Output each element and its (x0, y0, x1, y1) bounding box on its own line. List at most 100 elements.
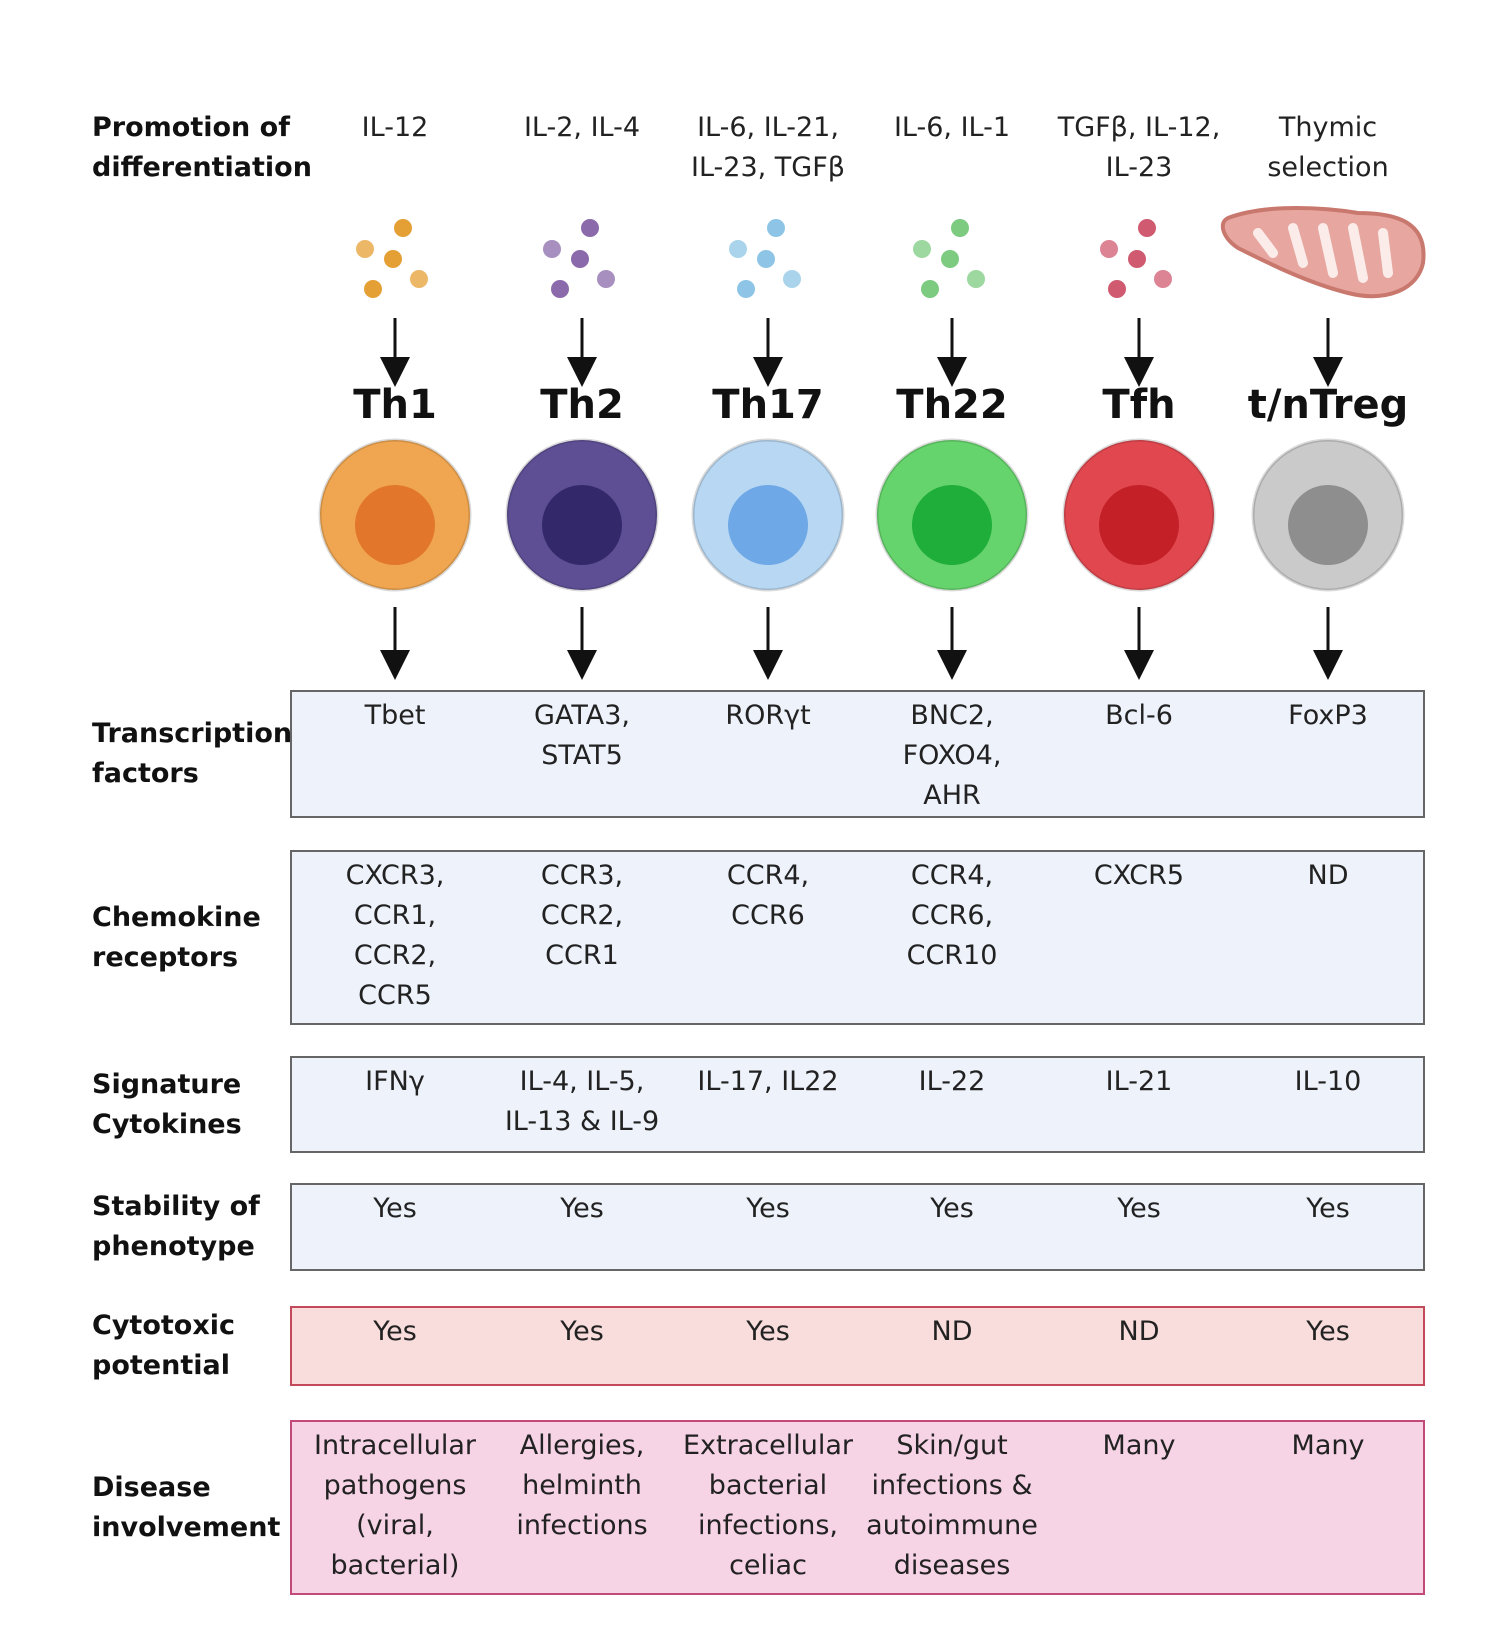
cell-text: Yes (930, 1193, 974, 1224)
cell-text: ND (1307, 860, 1349, 891)
cell-text: CCR3, (540, 860, 624, 891)
cell-text: FoxP3 (1288, 700, 1368, 731)
nucleus (1099, 485, 1179, 565)
cytokine-dot (913, 240, 931, 258)
promotion-text: Thymic (1278, 112, 1378, 143)
cell-text: Bcl-6 (1105, 700, 1173, 731)
row-label: Cytokines (92, 1108, 242, 1140)
cell-text: CCR5 (358, 980, 432, 1011)
nucleus (728, 485, 808, 565)
promotion-text: IL-6, IL-21, (697, 112, 839, 143)
cytokine-dot (364, 280, 382, 298)
cytokine-dot (767, 219, 785, 237)
row-label: factors (92, 758, 199, 789)
cytokine-dot (410, 270, 428, 288)
nucleus (542, 485, 622, 565)
cell-text: CXCR5 (1093, 860, 1185, 891)
cell-name: Th2 (540, 382, 624, 428)
cytokine-dot (581, 219, 599, 237)
cell-text: Yes (560, 1193, 604, 1224)
cell-text: CCR4, (726, 860, 810, 891)
cytokine-dot (729, 240, 747, 258)
cytokine-dot (1108, 280, 1126, 298)
cell-text: IL-13 & IL-9 (504, 1106, 660, 1137)
cytokine-dot (394, 219, 412, 237)
cytokine-dot (1154, 270, 1172, 288)
cell-name: Th22 (896, 382, 1008, 428)
cytokine-dot (967, 270, 985, 288)
nucleus (912, 485, 992, 565)
row-label: Transcription (92, 718, 293, 749)
cell-name: Tfh (1102, 382, 1176, 428)
cell-text: CCR1, (353, 900, 437, 931)
cytokine-dot (1128, 250, 1146, 268)
cytokine-dot (597, 270, 615, 288)
cell-text: Allergies, (519, 1430, 645, 1461)
cell-text: CCR1 (545, 940, 619, 971)
cell-text: Yes (746, 1193, 790, 1224)
cell-text: FOXO4, (902, 740, 1002, 771)
cell-text: CCR6, (910, 900, 994, 931)
cytokine-dot (921, 280, 939, 298)
cell-text: ND (931, 1316, 973, 1347)
promotion-text: IL-12 (361, 112, 429, 143)
cell-text: CCR4, (910, 860, 994, 891)
cell-text: Yes (373, 1316, 417, 1347)
cell-text: IL-10 (1294, 1066, 1362, 1097)
cell-text: Yes (560, 1316, 604, 1347)
cytokine-dot (1138, 219, 1156, 237)
cell-text: Yes (1306, 1193, 1350, 1224)
row-label: Disease (92, 1471, 211, 1503)
promotion-text: IL-6, IL-1 (893, 112, 1011, 143)
row-label: phenotype (92, 1231, 255, 1262)
cell-text: IL-17, IL22 (697, 1066, 839, 1097)
cytokine-dot (757, 250, 775, 268)
cell-text: Yes (373, 1193, 417, 1224)
cell-text: Extracellular (683, 1430, 853, 1461)
cell-text: diseases (893, 1550, 1011, 1581)
cytokine-dot (551, 280, 569, 298)
cell-text: infections (516, 1510, 648, 1541)
cell-text: Intracellular (313, 1430, 477, 1461)
cell-text: CCR2, (540, 900, 624, 931)
table-row (290, 850, 1425, 1025)
cell-name: Th1 (353, 382, 437, 428)
nucleus (1288, 485, 1368, 565)
cell-text: bacterial) (330, 1550, 460, 1581)
promotion-text: IL-2, IL-4 (523, 112, 641, 143)
cytokine-dot (1100, 240, 1118, 258)
cytokine-dot (356, 240, 374, 258)
cell-text: IL-22 (918, 1066, 986, 1097)
table-row (290, 1306, 1425, 1386)
cell-text: bacterial (708, 1470, 828, 1501)
cell-text: (viral, (356, 1510, 434, 1541)
cell-text: Tbet (364, 700, 426, 731)
cell-text: IL-21 (1105, 1066, 1173, 1097)
cytokine-dot (737, 280, 755, 298)
table-row (290, 1183, 1425, 1271)
cell-text: pathogens (323, 1470, 467, 1501)
promotion-text: TGFβ, IL-12, (1057, 112, 1221, 143)
cell-text: CCR2, (353, 940, 437, 971)
promotion-text: selection (1267, 152, 1389, 183)
row-label: Signature (92, 1068, 242, 1100)
cell-text: helminth (522, 1470, 642, 1501)
row-label: involvement (92, 1511, 281, 1543)
cytokine-dot (951, 219, 969, 237)
header-label: Promotion of (92, 112, 290, 143)
cell-text: CXCR3, (345, 860, 445, 891)
cell-text: IFNγ (365, 1066, 425, 1097)
cell-text: Yes (1117, 1193, 1161, 1224)
table-row (290, 1420, 1425, 1595)
cell-text: Many (1291, 1430, 1365, 1461)
cytokine-dot (783, 270, 801, 288)
cell-text: Skin/gut (896, 1430, 1008, 1461)
table-row (290, 1056, 1425, 1153)
cell-text: infections, (698, 1510, 838, 1541)
nucleus (355, 485, 435, 565)
cell-text: autoimmune (866, 1510, 1038, 1541)
cell-text: IL-4, IL-5, (519, 1066, 645, 1097)
cell-text: STAT5 (541, 740, 623, 771)
